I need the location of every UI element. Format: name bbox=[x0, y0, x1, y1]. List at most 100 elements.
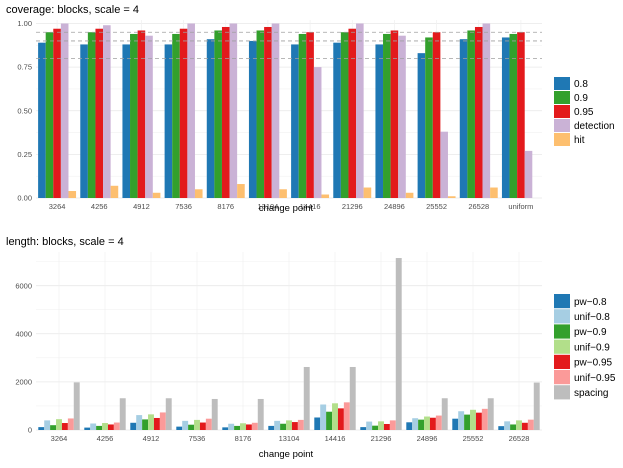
length-bar-unif-0-9-8176 bbox=[240, 423, 246, 430]
coverage-bar-0-9-7536 bbox=[172, 33, 180, 198]
length-bar-unif-0-95-21296 bbox=[389, 420, 396, 430]
length-bar-unif-0-9-3264 bbox=[56, 419, 62, 430]
coverage-x-tick-label: 13104 bbox=[257, 202, 278, 211]
length-bar-pw-0-95-7536 bbox=[199, 422, 206, 430]
coverage-bar-0-95-uniform bbox=[517, 32, 525, 199]
length-legend-swatch-pw-0-9 bbox=[554, 324, 570, 339]
length-title: length: blocks, scale = 4 bbox=[6, 236, 124, 248]
length-bar-pw-0-9-26528 bbox=[510, 424, 517, 430]
length-y-tick-label: 6000 bbox=[15, 281, 32, 290]
coverage-bar-detection-25552 bbox=[440, 131, 448, 198]
coverage-x-tick-label: 3264 bbox=[49, 202, 66, 211]
coverage-bar-0-9-8176 bbox=[214, 30, 222, 199]
coverage-bar-hit-4256 bbox=[110, 185, 119, 198]
length-x-tick-label: 26528 bbox=[509, 434, 530, 443]
length-x-tick-label: 4912 bbox=[143, 434, 160, 443]
length-x-tick-label: 3264 bbox=[51, 434, 68, 443]
length-legend-swatch-pw-0-8 bbox=[554, 294, 570, 309]
length-bar-pw-0-8-21296 bbox=[360, 427, 367, 430]
length-legend-label-spacing: spacing bbox=[574, 388, 608, 399]
coverage-bar-0-95-8176 bbox=[221, 26, 230, 198]
coverage-bar-0-9-13104 bbox=[256, 30, 265, 199]
coverage-bar-0-95-26528 bbox=[474, 26, 483, 198]
coverage-legend-label-0-8: 0.8 bbox=[574, 79, 588, 90]
length-x-tick-label: 21296 bbox=[371, 434, 392, 443]
coverage-bar-0-8-4912 bbox=[122, 44, 131, 199]
length-bar-pw-0-9-4256 bbox=[96, 425, 103, 430]
coverage-bar-0-9-14416 bbox=[298, 33, 307, 198]
coverage-legend-label-detection: detection bbox=[574, 121, 615, 132]
length-bar-unif-0-9-4912 bbox=[148, 414, 154, 430]
coverage-bar-0-9-3264 bbox=[45, 32, 54, 199]
length-bar-pw-0-8-13104 bbox=[268, 425, 275, 430]
length-bar-spacing-21296 bbox=[395, 258, 402, 430]
coverage-bar-hit-3264 bbox=[68, 191, 77, 198]
length-bar-pw-0-8-25552 bbox=[452, 418, 459, 430]
coverage-bar-0-9-4256 bbox=[87, 32, 96, 199]
coverage-bar-detection-8176 bbox=[229, 23, 238, 198]
length-bar-unif-0-8-21296 bbox=[366, 421, 373, 430]
length-bar-unif-0-8-14416 bbox=[320, 404, 327, 430]
coverage-bar-hit-25552 bbox=[447, 196, 456, 198]
coverage-bar-hit-14416 bbox=[321, 194, 330, 198]
length-bar-pw-0-8-8176 bbox=[222, 427, 229, 430]
length-bar-pw-0-95-25552 bbox=[475, 412, 482, 430]
length-bar-unif-0-95-24896 bbox=[435, 415, 442, 430]
coverage-legend-swatch-0-9 bbox=[554, 91, 570, 104]
length-bar-unif-0-8-25552 bbox=[458, 411, 465, 430]
length-bar-spacing-26528 bbox=[533, 382, 540, 430]
coverage-legend-swatch-hit bbox=[554, 133, 570, 146]
length-legend-label-pw-0-9: pw−0.9 bbox=[574, 327, 607, 338]
coverage-bar-0-8-25552 bbox=[417, 53, 426, 199]
coverage-x-tick-label: 26528 bbox=[468, 202, 489, 211]
length-x-tick-label: 7536 bbox=[189, 434, 206, 443]
length-bar-pw-0-9-4912 bbox=[142, 419, 149, 430]
length-bar-pw-0-9-25552 bbox=[464, 414, 471, 430]
coverage-x-tick-label: 4912 bbox=[133, 202, 150, 211]
coverage-x-tick-label: 21296 bbox=[342, 202, 363, 211]
length-legend-swatch-unif-0-95 bbox=[554, 370, 570, 385]
length-bar-unif-0-8-4912 bbox=[136, 415, 143, 430]
length-bar-unif-0-95-7536 bbox=[205, 418, 212, 430]
coverage-bar-0-9-24896 bbox=[383, 33, 391, 198]
length-x-axis-title: change point bbox=[259, 449, 314, 460]
coverage-bar-hit-7536 bbox=[194, 189, 203, 198]
length-plot-area: 0 2000 4000 6000 3264 4256 4912 7536 8176 13104 14… bbox=[15, 252, 542, 443]
length-bar-pw-0-95-3264 bbox=[61, 423, 68, 430]
coverage-bar-0-9-4912 bbox=[130, 33, 138, 198]
coverage-panel: coverage: blocks, scale = 4 0.00 0.25 0.50… bbox=[6, 4, 615, 214]
coverage-bar-detection-24896 bbox=[398, 35, 406, 198]
length-legend-label-unif-0-8: unif−0.8 bbox=[574, 312, 610, 323]
length-x-tick-label: 25552 bbox=[463, 434, 484, 443]
length-bar-pw-0-9-13104 bbox=[280, 423, 287, 430]
coverage-bar-0-8-21296 bbox=[333, 42, 341, 198]
length-legend-label-unif-0-95: unif−0.95 bbox=[574, 373, 616, 384]
coverage-bar-detection-14416 bbox=[313, 67, 322, 198]
length-bar-pw-0-9-24896 bbox=[418, 419, 425, 430]
length-legend-swatch-pw-0-95 bbox=[554, 354, 570, 369]
coverage-bar-0-95-25552 bbox=[432, 32, 441, 199]
length-bar-pw-0-8-4912 bbox=[130, 422, 137, 430]
coverage-plot-area: 0.00 0.25 0.50 0.75 1.00 3264 4256 4912 7536 8176… bbox=[17, 19, 542, 211]
coverage-bar-0-95-21296 bbox=[348, 28, 357, 198]
length-bar-pw-0-9-8176 bbox=[234, 425, 241, 430]
coverage-x-tick-label: 24896 bbox=[384, 202, 405, 211]
length-bar-spacing-8176 bbox=[257, 398, 264, 430]
length-bar-spacing-3264 bbox=[73, 382, 80, 430]
coverage-bar-0-95-4912 bbox=[137, 30, 146, 199]
length-bar-pw-0-8-7536 bbox=[176, 426, 183, 430]
length-x-tick-label: 13104 bbox=[279, 434, 300, 443]
length-legend-swatch-unif-0-8 bbox=[554, 309, 570, 324]
length-bar-unif-0-9-26528 bbox=[516, 420, 522, 430]
coverage-bar-detection-4256 bbox=[103, 25, 111, 199]
length-bar-unif-0-8-3264 bbox=[44, 420, 51, 430]
coverage-bar-0-8-uniform bbox=[501, 37, 510, 198]
coverage-legend-label-hit: hit bbox=[574, 135, 585, 146]
length-bar-unif-0-95-14416 bbox=[343, 402, 350, 430]
length-legend-label-unif-0-9: unif−0.9 bbox=[574, 342, 610, 353]
length-bar-pw-0-95-8176 bbox=[245, 424, 252, 430]
length-bar-pw-0-95-13104 bbox=[291, 422, 298, 430]
length-y-tick-label: 0 bbox=[28, 426, 32, 435]
length-bar-pw-0-8-4256 bbox=[84, 427, 91, 430]
coverage-bar-0-8-3264 bbox=[38, 42, 46, 198]
